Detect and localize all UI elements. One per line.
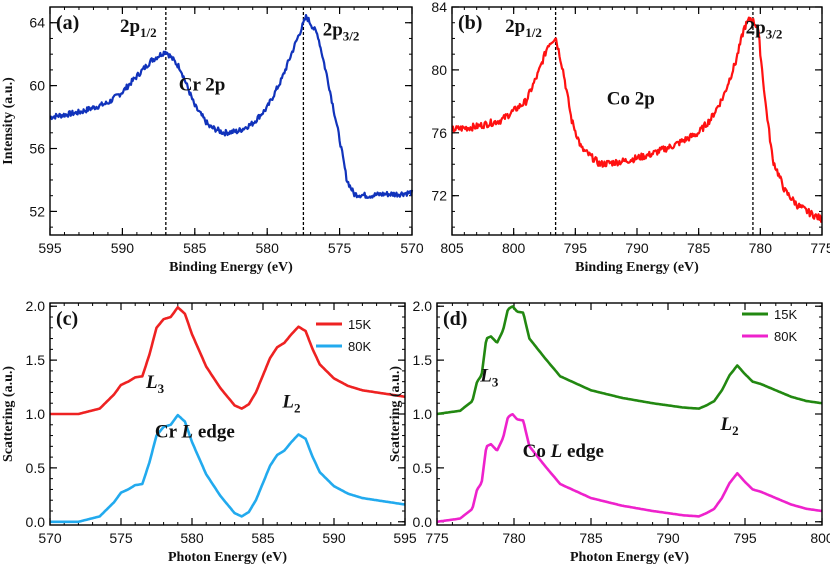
- x-tick-label: 570: [400, 240, 424, 256]
- plot-frame: [451, 6, 823, 236]
- y-tick-label: 56: [29, 141, 45, 157]
- legend-label: 80K: [774, 329, 797, 344]
- x-tick-label: 595: [38, 240, 62, 256]
- x-tick-label: 805: [440, 240, 464, 256]
- x-tick-label: 575: [109, 530, 133, 546]
- panel-label: (c): [56, 308, 78, 330]
- x-axis-label: Photon Energy (eV): [168, 550, 287, 565]
- y-tick-label: 2.0: [26, 298, 46, 314]
- y-tick-label: 0.5: [413, 460, 433, 476]
- annotation: 2p1/2: [505, 16, 542, 40]
- x-tick-label: 575: [328, 240, 352, 256]
- annotation: L3: [145, 372, 165, 396]
- x-tick-label: 580: [180, 530, 204, 546]
- x-tick-label: 795: [564, 240, 588, 256]
- y-tick-label: 1.0: [413, 406, 433, 422]
- x-tick-label: 780: [502, 530, 526, 546]
- x-tick-label: 775: [810, 240, 830, 256]
- x-tick-label: 785: [579, 530, 603, 546]
- panel-c: 570 575 580 585 590 595 0.0 0.5 1.0 1.5 2.0 Photon …: [1, 298, 417, 565]
- x-tick-label: 795: [733, 530, 757, 546]
- x-tick-label: 780: [749, 240, 773, 256]
- series-line-cr-2p-xps: [49, 14, 414, 199]
- x-tick-label: 595: [393, 530, 417, 546]
- x-axis-label: Binding Energy (eV): [169, 260, 293, 275]
- y-tick-label: 2.0: [413, 298, 433, 314]
- x-tick-label: 590: [322, 530, 346, 546]
- y-tick-label: 1.5: [26, 352, 46, 368]
- x-tick-label: 585: [251, 530, 275, 546]
- annotation: L2: [281, 392, 300, 416]
- y-tick-label: 80: [431, 62, 447, 78]
- series-line-co-2p-xps: [451, 16, 823, 223]
- series-line-15k: [436, 305, 823, 416]
- x-axis-label: Photon Energy (eV): [570, 550, 689, 565]
- x-tick-label: 785: [687, 240, 711, 256]
- y-tick-label: 0.5: [26, 460, 46, 476]
- legend-label: 15K: [774, 307, 797, 322]
- plot-frame: [49, 302, 406, 526]
- plot-frame: [49, 6, 413, 236]
- panel-d: 775 780 785 790 795 800 0.0 0.5 1.0 1.5 2.0 Photon …: [388, 298, 830, 565]
- x-axis-label: Binding Energy (eV): [575, 260, 699, 275]
- annotation: 2p3/2: [746, 18, 783, 42]
- y-tick-label: 84: [431, 0, 447, 15]
- legend-label: 15K: [348, 317, 371, 332]
- annotation: Cr 2p: [179, 74, 226, 95]
- y-tick-label: 72: [431, 188, 447, 204]
- series-line-15k: [49, 306, 406, 416]
- y-tick-label: 0.0: [413, 514, 433, 530]
- legend-label: 80K: [348, 339, 371, 354]
- y-tick-label: 1.5: [413, 352, 433, 368]
- y-axis-label: Scattering (a.u.): [1, 366, 16, 462]
- y-tick-label: 1.0: [26, 406, 46, 422]
- x-tick-label: 590: [111, 240, 135, 256]
- series-line-80k: [436, 413, 823, 524]
- panel-label: (d): [443, 308, 467, 330]
- panel-b: 805 800 795 790 785 780 775 72 76 80 84 Binding Ene…: [431, 0, 830, 275]
- x-tick-label: 790: [625, 240, 649, 256]
- series-line-80k: [49, 413, 406, 524]
- annotation: Cr L edge: [155, 422, 235, 443]
- y-tick-label: 76: [431, 125, 447, 141]
- y-tick-label: 0.0: [26, 514, 46, 530]
- x-tick-label: 775: [425, 530, 449, 546]
- annotation: 2p3/2: [323, 19, 360, 43]
- y-axis-label: Intensity (a.u.): [1, 77, 16, 165]
- y-tick-label: 52: [29, 203, 45, 219]
- annotation: L3: [479, 366, 499, 390]
- panel-label: (b): [458, 12, 482, 34]
- annotation: Co 2p: [607, 88, 655, 109]
- y-axis-label: Scattering (a.u.): [388, 366, 403, 462]
- x-tick-label: 570: [38, 530, 62, 546]
- x-tick-label: 580: [256, 240, 280, 256]
- annotation: L2: [720, 414, 739, 438]
- y-tick-label: 60: [29, 78, 45, 94]
- panel-label: (a): [56, 12, 79, 34]
- annotation: 2p1/2: [120, 16, 157, 40]
- x-tick-label: 790: [656, 530, 680, 546]
- x-tick-label: 585: [183, 240, 207, 256]
- annotation: Co L edge: [523, 441, 604, 462]
- x-tick-label: 800: [810, 530, 830, 546]
- plot-frame: [436, 302, 823, 526]
- panel-a: 595 590 585 580 575 570 52 56 60 64 Binding Energy…: [1, 6, 424, 275]
- x-tick-label: 800: [502, 240, 526, 256]
- y-tick-label: 64: [29, 15, 45, 31]
